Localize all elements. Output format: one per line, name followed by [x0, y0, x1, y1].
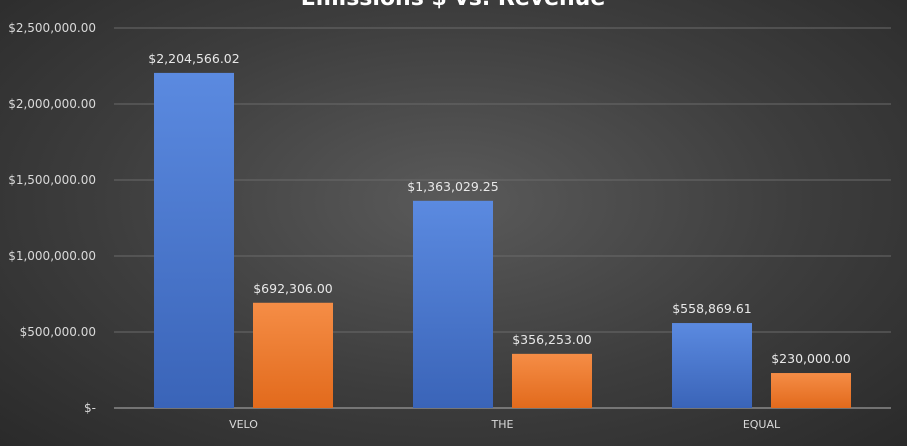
- x-category-label: VELO: [229, 418, 258, 431]
- y-tick-label: $2,500,000.00: [8, 21, 96, 35]
- y-tick-label: $1,000,000.00: [8, 249, 96, 263]
- data-label: $558,869.61: [672, 301, 752, 316]
- bar-velo-series-1: [154, 72, 234, 408]
- y-tick-label: $1,500,000.00: [8, 173, 96, 187]
- x-category-label: THE: [491, 418, 514, 431]
- data-label: $230,000.00: [771, 351, 851, 366]
- bars-layer: [154, 72, 851, 408]
- bar-the-series-1: [413, 200, 493, 408]
- chart-title: Emissions $ vs. Revenue: [301, 0, 606, 11]
- data-label: $692,306.00: [253, 281, 333, 296]
- bar-equal-series-1: [672, 323, 752, 408]
- bar-the-series-2: [512, 353, 592, 408]
- data-label: $2,204,566.02: [148, 51, 239, 66]
- bar-equal-series-2: [771, 373, 851, 408]
- y-tick-label: $-: [84, 401, 96, 415]
- grid-layer: [114, 27, 891, 409]
- x-category-label: EQUAL: [743, 418, 781, 431]
- data-label: $1,363,029.25: [407, 179, 498, 194]
- labels-layer: $- $500,000.00 $1,000,000.00 $1,500,000.00 $…: [8, 21, 851, 431]
- y-tick-label: $500,000.00: [20, 325, 96, 339]
- data-label: $356,253.00: [512, 332, 592, 347]
- bar-velo-series-2: [253, 302, 333, 408]
- y-tick-label: $2,000,000.00: [8, 97, 96, 111]
